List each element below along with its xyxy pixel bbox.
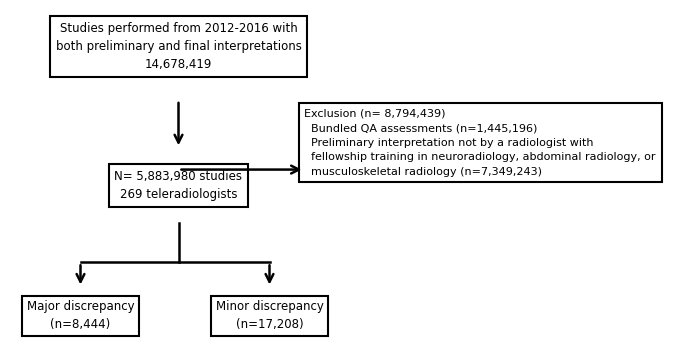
Text: Studies performed from 2012-2016 with
both preliminary and final interpretations: Studies performed from 2012-2016 with bo… bbox=[55, 22, 302, 71]
Text: Minor discrepancy
(n=17,208): Minor discrepancy (n=17,208) bbox=[216, 301, 323, 331]
Text: N= 5,883,980 studies
269 teleradiologists: N= 5,883,980 studies 269 teleradiologist… bbox=[115, 170, 242, 201]
Text: Major discrepancy
(n=8,444): Major discrepancy (n=8,444) bbox=[27, 301, 134, 331]
Text: Exclusion (n= 8,794,439)
  Bundled QA assessments (n=1,445,196)
  Preliminary in: Exclusion (n= 8,794,439) Bundled QA asse… bbox=[304, 109, 656, 177]
